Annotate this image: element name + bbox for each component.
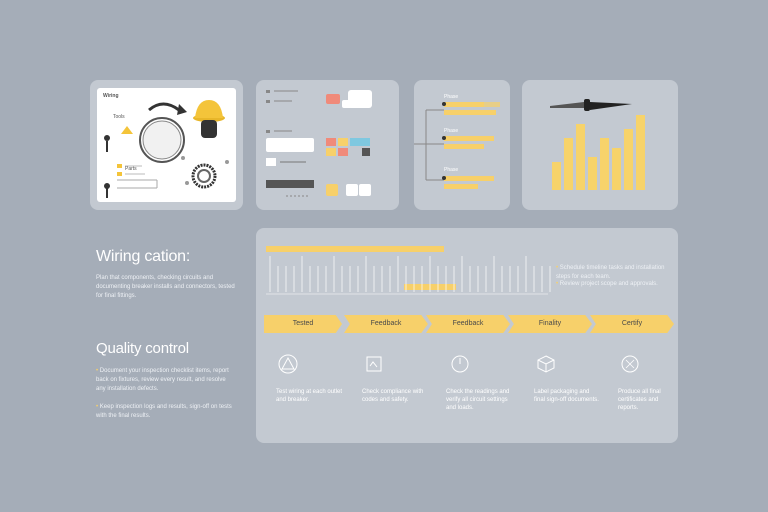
chart-bar <box>576 124 585 190</box>
step-5-chevron: Certify <box>590 315 674 333</box>
timeline-legend-1: • Schedule timeline tasks and installati… <box>556 264 668 282</box>
tools-illustration: Wiring <box>97 88 236 202</box>
process-panel: • Schedule timeline tasks and installati… <box>256 228 678 443</box>
bullet-marker: • <box>556 281 560 287</box>
timeline-legend-2: • Review project scope and approvals. <box>556 280 668 289</box>
bar-chart <box>550 99 632 111</box>
chart-panel <box>522 80 678 210</box>
chart-bar <box>624 129 633 190</box>
panel-title: Wiring <box>103 93 119 99</box>
legend-text: Review project scope and approvals. <box>559 281 658 287</box>
bullet-marker: • <box>96 404 100 410</box>
phase-label-2: Phase <box>444 128 459 134</box>
legend-text: Schedule timeline tasks and installation… <box>556 265 665 280</box>
timeline-ruler <box>266 246 551 295</box>
component-list-panel <box>256 80 399 210</box>
component-list-drawing <box>266 90 372 197</box>
step-5-text: Produce all final certificates and repor… <box>618 389 661 411</box>
quality-title: Quality control <box>96 340 189 357</box>
step-4-text: Label packaging and final sign-off docum… <box>534 389 599 403</box>
bullet-marker: • <box>556 265 560 271</box>
chart-bar <box>636 115 645 190</box>
quality-bullet-2: • Keep inspection logs and results, sign… <box>96 403 236 421</box>
wiring-title: Wiring cation: <box>96 248 191 265</box>
checklist-icon <box>366 356 382 372</box>
phase-tree-drawing <box>414 102 500 189</box>
step-3-chevron: Feedback <box>426 315 510 333</box>
phase-tree-panel: Phase Phase Phase <box>414 80 510 210</box>
chart-bar <box>564 138 573 190</box>
wiring-body: Plan that components, checking circuits … <box>96 275 235 299</box>
chart-bar <box>600 138 609 190</box>
step-1-chevron: Tested <box>264 315 342 333</box>
tools-drawing <box>104 100 229 198</box>
certificate-icon <box>621 355 639 373</box>
phase-label-3: Phase <box>444 167 459 173</box>
quality-bullet-1: • Document your inspection checklist ite… <box>96 367 236 394</box>
bullet-text: Keep inspection logs and results, sign-o… <box>96 404 232 419</box>
step-2-text: Check compliance with codes and safety. <box>362 389 424 403</box>
step-1-text: Test wiring at each outlet and breaker. <box>276 389 343 403</box>
step-4-chevron: Finality <box>508 315 592 333</box>
bullet-marker: • <box>96 368 100 374</box>
chart-bar <box>552 161 561 190</box>
chart-bar <box>612 147 621 190</box>
warning-icon <box>278 354 298 374</box>
wiring-tools-panel: Wiring <box>90 80 243 210</box>
step-3-text: Check the readings and verify all circui… <box>446 389 510 411</box>
chart-bar <box>588 157 597 190</box>
box-icon <box>537 355 555 373</box>
label-parts: Parts <box>125 166 137 172</box>
gauge-icon <box>451 355 469 373</box>
bullet-text: Document your inspection checklist items… <box>96 368 229 392</box>
phase-label-1: Phase <box>444 94 459 100</box>
step-2-chevron: Feedback <box>344 315 428 333</box>
label-tools: Tools <box>113 114 125 120</box>
